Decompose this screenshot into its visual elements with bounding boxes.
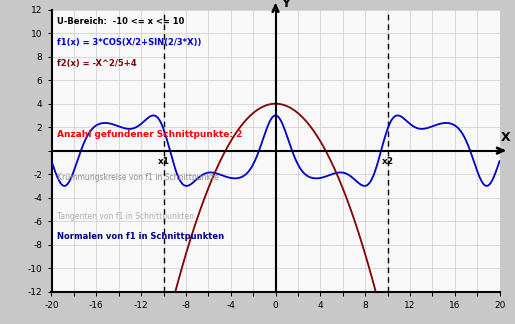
Text: x2: x2 (382, 156, 393, 166)
Text: f1(x) = 3*COS(X/2+SIN(2/3*X)): f1(x) = 3*COS(X/2+SIN(2/3*X)) (57, 38, 201, 47)
Text: Tangenten von f1 in Schnittpunkten: Tangenten von f1 in Schnittpunkten (57, 212, 194, 221)
Text: Anzahl gefundener Schnittpunkte: 2: Anzahl gefundener Schnittpunkte: 2 (57, 130, 243, 139)
Text: f2(x) = -X^2/5+4: f2(x) = -X^2/5+4 (57, 59, 136, 68)
Text: Krümmungskreise von f1 in Schnittpunkte: Krümmungskreise von f1 in Schnittpunkte (57, 173, 219, 182)
Text: x1: x1 (158, 156, 169, 166)
Text: Normalen von f1 in Schnittpunkten: Normalen von f1 in Schnittpunkten (57, 232, 224, 241)
Text: Y: Y (281, 0, 290, 10)
Text: U-Bereich:  -10 <= x <= 10: U-Bereich: -10 <= x <= 10 (57, 17, 184, 26)
Text: X: X (501, 131, 510, 144)
